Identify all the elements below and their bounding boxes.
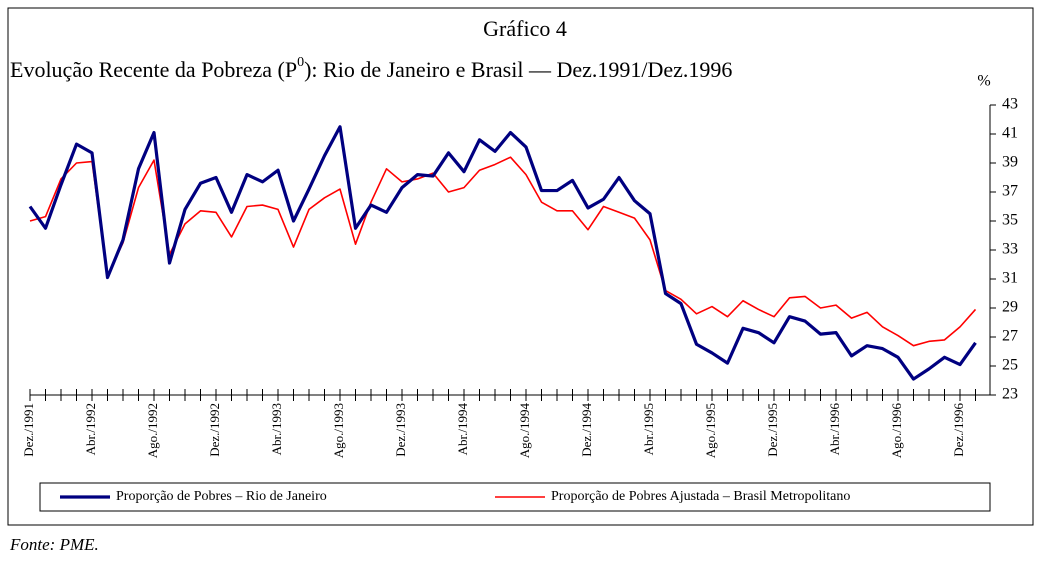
subtitle-superscript: 0 [297,55,304,70]
chart-title: Gráfico 4 [483,16,567,41]
x-tick-label: Ago./1995 [703,403,718,458]
subtitle-part: ): Rio de Janeiro e Brasil — Dez.1991/De… [304,57,732,82]
y-tick-label: 35 [1002,212,1018,229]
y-tick-label: 33 [1002,241,1018,258]
x-tick-label: Ago./1996 [889,403,904,459]
x-tick-label: Dez./1991 [21,403,36,457]
x-tick-label: Dez./1994 [579,403,594,457]
y-tick-label: 37 [1002,183,1018,200]
x-tick-label: Dez./1992 [207,403,222,457]
legend-label: Proporção de Pobres – Rio de Janeiro [116,489,327,504]
y-tick-label: 29 [1002,299,1018,316]
x-tick-label: Dez./1996 [951,403,966,457]
y-tick-label: 31 [1002,270,1018,287]
x-tick-label: Dez./1993 [393,403,408,457]
legend-label: Proporção de Pobres Ajustada – Brasil Me… [551,489,850,504]
x-tick-label: Dez./1995 [765,403,780,457]
x-tick-label: Abr./1993 [269,403,284,455]
subtitle-part: Evolução Recente da Pobreza (P [10,57,297,82]
chart-frame [7,7,1034,526]
legend-box [39,482,991,512]
y-tick-label: 39 [1002,154,1018,171]
source-note: Fonte: PME. [9,535,99,554]
series-line [29,156,977,347]
x-tick-label: Abr./1992 [83,403,98,455]
series-line [28,125,977,381]
x-tick-label: Abr./1995 [641,403,656,455]
x-tick-label: Ago./1993 [331,403,346,458]
x-tick-label: Abr./1994 [455,403,470,456]
y-tick-label: 41 [1002,125,1018,142]
y-tick-label: 23 [1002,386,1018,403]
x-tick-label: Ago./1994 [517,403,532,459]
x-tick-label: Abr./1996 [827,403,842,456]
y-tick-label: 25 [1002,357,1018,374]
y-axis-label: % [977,73,990,90]
chart-subtitle: Evolução Recente da Pobreza (P0): Rio de… [10,55,732,82]
x-tick-label: Ago./1992 [145,403,160,458]
y-tick-label: 43 [1002,96,1018,113]
y-tick-label: 27 [1002,328,1018,345]
